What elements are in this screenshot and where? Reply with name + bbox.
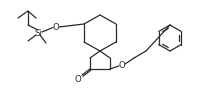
Text: O: O <box>53 23 59 32</box>
Text: O: O <box>119 61 125 69</box>
Text: Si: Si <box>34 28 42 37</box>
Text: O: O <box>75 74 81 84</box>
